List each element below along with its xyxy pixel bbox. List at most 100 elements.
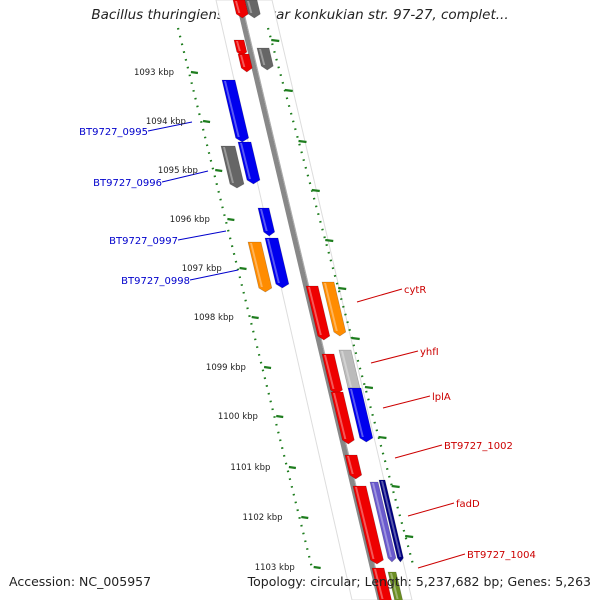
gene-label-bt9727_1004[interactable]: BT9727_1004 — [467, 550, 536, 561]
gene-top-gray[interactable] — [244, 0, 261, 19]
gene-red-small-2[interactable] — [237, 53, 253, 73]
gene-highlight — [372, 483, 392, 557]
gene-bt9727-0998-orange[interactable] — [247, 241, 273, 293]
label-connector — [161, 170, 209, 183]
gene-label-bt9727_0998[interactable]: BT9727_0998 — [121, 276, 190, 287]
tick-marks — [190, 38, 414, 570]
kbp-label: 1094 kbp — [146, 117, 186, 127]
gene-bt9727-1004[interactable] — [387, 571, 403, 600]
label-connector — [417, 553, 466, 569]
kbp-label: 1096 kbp — [170, 215, 210, 225]
gene-highlight — [236, 41, 241, 51]
gene-label-bt9727_0996[interactable]: BT9727_0996 — [93, 178, 162, 189]
gene-highlight — [333, 393, 347, 439]
label-connector — [177, 230, 227, 241]
kbp-label: 1102 kbp — [243, 513, 283, 523]
left-tick — [190, 70, 199, 75]
left-tick — [239, 266, 247, 271]
gene-fadd[interactable] — [369, 481, 397, 563]
label-connector — [407, 502, 455, 517]
gene-label-bt9727_1002[interactable]: BT9727_1002 — [444, 441, 513, 452]
gene-features — [220, 0, 404, 600]
kbp-label: 1101 kbp — [230, 463, 270, 473]
gene-label-layer: BT9727_0995 BT9727_0996 BT9727_0997 BT9727_… — [79, 127, 536, 561]
gene-highlight — [250, 243, 263, 287]
gene-cytr-red[interactable] — [305, 285, 331, 341]
right-tick — [284, 88, 293, 93]
right-tick — [364, 385, 374, 390]
gene-highlight — [260, 209, 268, 231]
gene-fadd-dark[interactable] — [378, 479, 404, 563]
left-tick — [251, 315, 259, 320]
label-connector — [394, 444, 443, 459]
gene-label-cytr[interactable]: cytR — [404, 285, 426, 296]
gene-label-bt9727_0997[interactable]: BT9727_0997 — [109, 236, 178, 247]
gene-highlight — [240, 55, 246, 67]
gene-gray-small[interactable] — [256, 47, 274, 71]
left-tick — [288, 465, 297, 470]
right-tick — [271, 38, 280, 43]
gene-label-fadd[interactable]: fadD — [456, 499, 480, 510]
left-tick — [276, 414, 284, 419]
label-connector — [147, 121, 193, 132]
gene-label-bt9727_0995[interactable]: BT9727_0995 — [79, 127, 148, 138]
gene-highlight — [235, 1, 241, 13]
left-tick — [301, 515, 309, 520]
topology-summary: Topology: circular; Length: 5,237,682 bp… — [247, 574, 591, 589]
left-tick — [227, 217, 235, 222]
left-tick — [215, 168, 223, 173]
gene-highlight — [224, 81, 240, 137]
right-tick — [351, 336, 360, 341]
gene-highlight — [259, 49, 266, 65]
gene-label-lpla[interactable]: lplA — [432, 392, 451, 403]
right-tick — [405, 534, 414, 539]
right-tick — [378, 435, 387, 440]
gene-lpla[interactable] — [347, 387, 374, 443]
gene-label-yhfi[interactable]: yhfI — [420, 347, 439, 358]
gene-bt9727-0995[interactable] — [221, 79, 250, 143]
gene-highlight — [390, 573, 399, 599]
gene-lpla-red[interactable] — [330, 391, 355, 445]
kbp-label: 1093 kbp — [134, 68, 174, 78]
label-connectors — [147, 121, 466, 569]
gene-highlight — [324, 355, 335, 389]
gene-bt9727-1002[interactable] — [344, 454, 363, 480]
gene-highlight — [347, 456, 354, 474]
gene-bt9727-0997[interactable] — [257, 207, 276, 237]
gene-gray-1[interactable] — [220, 145, 245, 189]
gene-highlight — [355, 487, 375, 559]
gene-cytr[interactable] — [321, 281, 347, 337]
right-tick — [298, 139, 307, 144]
right-tick — [311, 188, 320, 193]
gene-bt9727-0996[interactable] — [237, 141, 261, 185]
kbp-axis-labels: 1093 kbp 1094 kbp 1095 kbp 1096 kbp 1097 kbp… — [134, 68, 295, 573]
gene-highlight — [247, 1, 253, 13]
label-connector — [356, 288, 403, 303]
gene-top-red[interactable] — [232, 0, 249, 19]
left-tick — [202, 119, 211, 124]
gene-highlight — [341, 351, 352, 387]
gene-highlight — [350, 389, 364, 437]
label-connector — [370, 350, 419, 364]
label-connector — [189, 269, 239, 281]
kbp-label: 1098 kbp — [194, 313, 234, 323]
gene-highlight — [267, 239, 280, 283]
gene-highlight — [324, 283, 338, 331]
left-tick — [263, 365, 272, 370]
gene-highlight — [223, 147, 234, 183]
gene-bt9727-0998[interactable] — [264, 237, 290, 289]
gene-highlight — [240, 143, 251, 179]
kbp-label: 1103 kbp — [255, 563, 295, 573]
accession-text: Accession: NC_005957 — [9, 574, 152, 589]
right-tick — [325, 238, 334, 243]
map-title: Bacillus thuringiensis serovar konkukian… — [91, 7, 509, 23]
gene-fadd-red[interactable] — [352, 485, 384, 565]
gene-highlight — [381, 481, 402, 557]
gene-bt9727-1004-red[interactable] — [371, 567, 392, 600]
right-tick — [338, 286, 347, 291]
kbp-label: 1099 kbp — [206, 363, 246, 373]
kbp-label: 1100 kbp — [218, 412, 258, 422]
gene-highlight — [374, 569, 384, 599]
kbp-label: 1095 kbp — [158, 166, 198, 176]
